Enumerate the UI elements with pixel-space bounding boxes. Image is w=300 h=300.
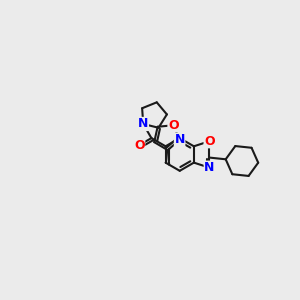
Text: O: O: [204, 135, 215, 148]
Text: N: N: [204, 161, 214, 174]
Text: N: N: [138, 118, 148, 130]
Text: O: O: [168, 119, 178, 132]
Text: O: O: [134, 139, 145, 152]
Text: N: N: [174, 133, 185, 146]
